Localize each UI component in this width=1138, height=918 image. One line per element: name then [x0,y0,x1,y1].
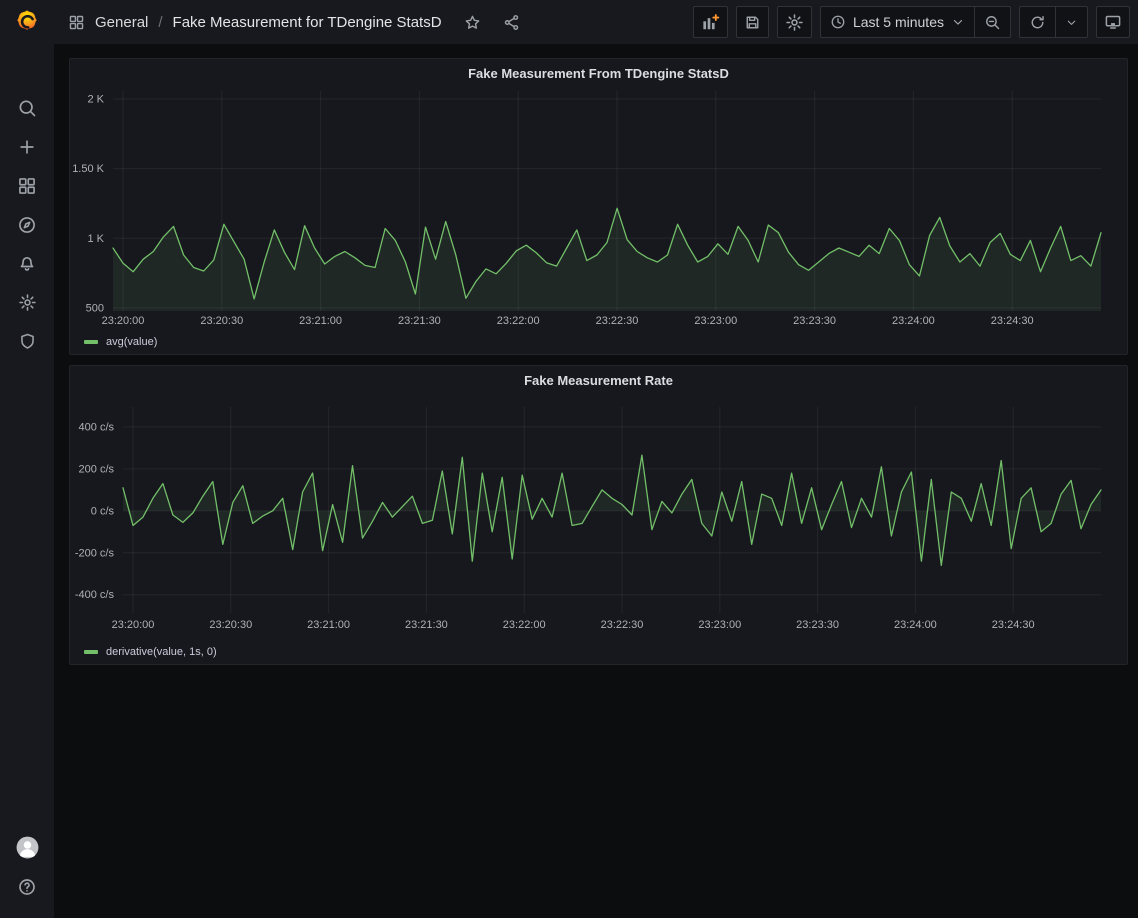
svg-text:23:23:30: 23:23:30 [796,619,839,631]
legend-item-avg-value[interactable]: avg(value) [84,336,157,348]
svg-text:23:21:00: 23:21:00 [299,315,342,327]
svg-text:-400 c/s: -400 c/s [75,589,115,601]
bell-icon [17,254,37,274]
svg-text:1.50 K: 1.50 K [72,163,104,175]
add-panel-button[interactable] [692,6,728,38]
sidebar-item-profile[interactable] [0,828,54,867]
plus-icon [17,137,37,157]
zoom-out-time-button[interactable] [975,7,1010,37]
svg-text:23:22:00: 23:22:00 [503,619,546,631]
svg-text:23:20:00: 23:20:00 [112,619,155,631]
shield-icon [18,332,37,351]
svg-text:2 K: 2 K [87,93,104,105]
sidebar-nav [0,88,54,361]
sidebar [0,0,54,918]
sidebar-item-configuration[interactable] [0,283,54,322]
chevron-down-icon [1065,16,1078,29]
svg-text:23:21:30: 23:21:30 [405,619,448,631]
time-picker-group: Last 5 minutes [819,6,1011,38]
topbar: General / Fake Measurement for TDengine … [54,0,1138,44]
magnifier-minus-icon [984,14,1001,31]
clock-icon [830,14,846,30]
time-range-label: Last 5 minutes [852,14,944,30]
legend-label: derivative(value, 1s, 0) [106,646,217,658]
sidebar-item-create[interactable] [0,127,54,166]
svg-text:23:23:30: 23:23:30 [793,315,836,327]
svg-text:23:24:30: 23:24:30 [992,619,1035,631]
gear-icon [785,13,804,32]
sidebar-item-help[interactable] [0,867,54,906]
sidebar-item-search[interactable] [0,88,54,127]
svg-text:200 c/s: 200 c/s [79,463,115,475]
question-circle-icon [17,877,37,897]
compass-icon [17,215,37,235]
breadcrumb: General / Fake Measurement for TDengine … [68,14,520,31]
apps-icon [68,14,85,31]
dashboard-toolbar: Last 5 minutes [692,6,1130,38]
sidebar-item-server-admin[interactable] [0,322,54,361]
svg-text:23:20:30: 23:20:30 [209,619,252,631]
svg-text:23:24:00: 23:24:00 [892,315,935,327]
monitor-icon [1104,13,1122,31]
sidebar-item-explore[interactable] [0,205,54,244]
panel-title[interactable]: Fake Measurement Rate [524,373,673,388]
legend-color-swatch [84,340,98,344]
svg-text:500: 500 [86,302,104,314]
panel-fake-measurement-rate: Fake Measurement Rate 23:20:00 23:20:30 23… [69,365,1128,665]
svg-text:23:21:30: 23:21:30 [398,315,441,327]
divider [974,7,975,37]
refresh-group [1019,6,1088,38]
chevron-down-icon [951,15,965,29]
svg-text:23:21:00: 23:21:00 [307,619,350,631]
search-icon [17,98,37,118]
dashboard-canvas: Fake Measurement From TDengine StatsD 23… [54,44,1138,918]
time-series-plot[interactable]: 23:20:00 23:20:30 23:21:00 23:21:30 23:22:00… [70,366,1127,634]
svg-text:0 c/s: 0 c/s [91,505,115,517]
breadcrumb-folder[interactable]: General [95,13,149,31]
sidebar-item-alerting[interactable] [0,244,54,283]
kiosk-mode-button[interactable] [1096,6,1130,38]
sidebar-item-dashboards[interactable] [0,166,54,205]
svg-text:1 K: 1 K [87,233,104,245]
svg-text:-200 c/s: -200 c/s [75,547,115,559]
time-range-button[interactable]: Last 5 minutes [821,7,974,37]
legend-item-derivative[interactable]: derivative(value, 1s, 0) [84,646,217,658]
svg-text:23:23:00: 23:23:00 [694,315,737,327]
breadcrumb-separator: / [158,13,163,31]
divider [1055,7,1056,37]
refresh-icon [1029,14,1046,31]
dashboard-settings-button[interactable] [776,6,812,38]
svg-text:23:20:00: 23:20:00 [102,315,145,327]
save-dashboard-button[interactable] [735,6,769,38]
svg-text:23:20:30: 23:20:30 [200,315,243,327]
star-icon[interactable] [464,14,481,31]
dashboards-grid-icon [17,176,37,196]
refresh-button[interactable] [1020,7,1055,37]
panel-title[interactable]: Fake Measurement From TDengine StatsD [468,66,729,81]
svg-text:23:23:00: 23:23:00 [698,619,741,631]
legend-color-swatch [84,650,98,654]
grafana-logo-icon [13,8,41,36]
grafana-logo[interactable] [0,0,54,44]
breadcrumb-dashboard-title[interactable]: Fake Measurement for TDengine StatsD [172,13,442,31]
panel-fake-measurement: Fake Measurement From TDengine StatsD 23… [69,58,1128,355]
save-icon [744,14,761,31]
share-icon[interactable] [503,14,520,31]
legend-label: avg(value) [106,336,158,348]
sidebar-bottom [0,828,54,906]
svg-text:23:22:00: 23:22:00 [497,315,540,327]
gear-icon [18,293,37,312]
svg-text:400 c/s: 400 c/s [79,421,115,433]
avatar [15,835,40,860]
svg-text:23:22:30: 23:22:30 [596,315,639,327]
add-panel-icon [701,13,720,32]
svg-text:23:22:30: 23:22:30 [601,619,644,631]
time-series-plot[interactable]: 23:20:00 23:20:30 23:21:00 23:21:30 23:22:00… [70,59,1127,331]
svg-text:23:24:00: 23:24:00 [894,619,937,631]
svg-text:23:24:30: 23:24:30 [991,315,1034,327]
refresh-interval-button[interactable] [1056,7,1087,37]
